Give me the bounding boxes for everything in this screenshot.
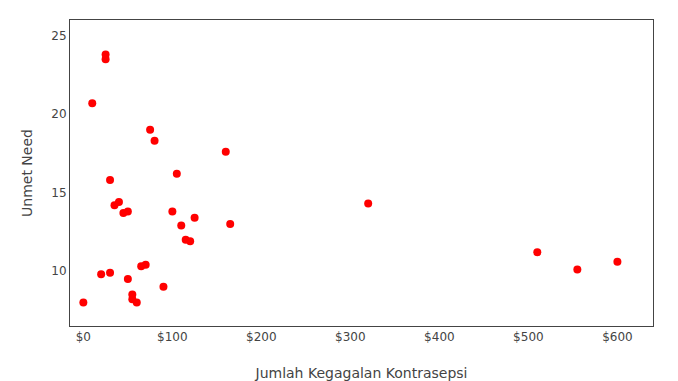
svg-text:$200: $200 [246, 330, 277, 344]
svg-text:Unmet Need: Unmet Need [19, 129, 35, 217]
svg-text:15: 15 [51, 186, 66, 200]
svg-text:$100: $100 [157, 330, 188, 344]
svg-text:Jumlah Kegagalan Kontrasepsi: Jumlah Kegagalan Kontrasepsi [255, 365, 468, 381]
svg-text:$600: $600 [602, 330, 633, 344]
svg-text:$0: $0 [76, 330, 91, 344]
svg-text:$500: $500 [513, 330, 544, 344]
svg-text:$400: $400 [424, 330, 455, 344]
svg-text:$300: $300 [335, 330, 366, 344]
svg-text:25: 25 [51, 29, 66, 43]
svg-text:10: 10 [51, 264, 66, 278]
svg-text:20: 20 [51, 107, 66, 121]
